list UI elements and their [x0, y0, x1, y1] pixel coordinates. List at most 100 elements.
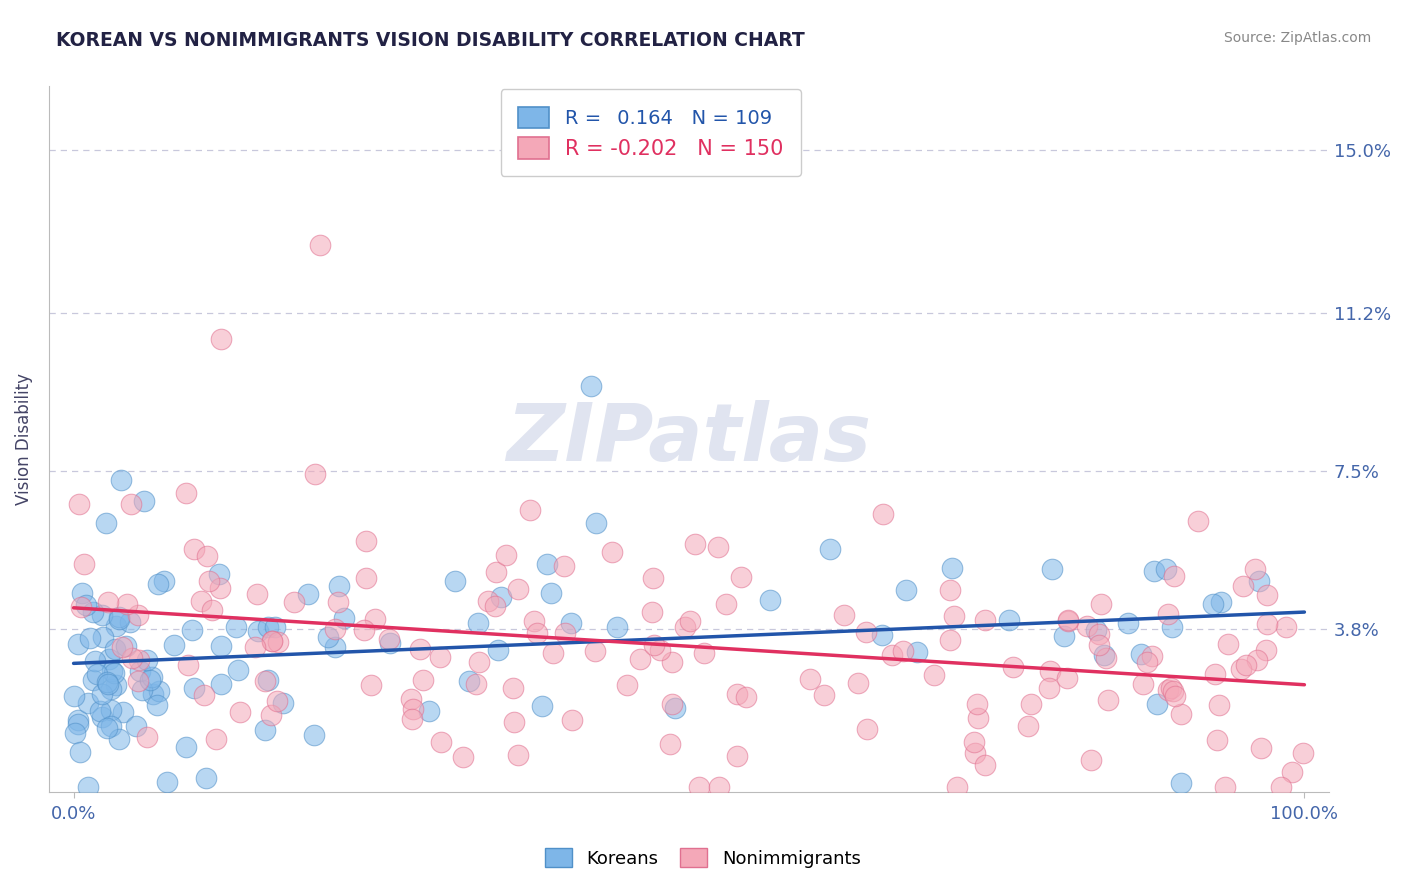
Point: [226, 663, 249, 677]
Point: [86, 667, 108, 681]
Point: [91, 631, 114, 645]
Point: [1234, 657, 1257, 672]
Point: [1142, 649, 1164, 664]
Point: [536, 558, 558, 572]
Point: [818, 542, 841, 557]
Point: [201, 603, 224, 617]
Point: [855, 624, 877, 639]
Point: [585, 516, 607, 530]
Point: [894, 582, 917, 597]
Point: [127, 673, 149, 688]
Point: [131, 682, 153, 697]
Point: [905, 645, 928, 659]
Point: [1038, 681, 1060, 696]
Point: [1201, 597, 1223, 611]
Point: [1087, 638, 1109, 652]
Point: [1275, 620, 1298, 634]
Point: [870, 628, 893, 642]
Point: [1056, 671, 1078, 685]
Point: [430, 735, 453, 749]
Point: [67, 716, 90, 731]
Point: [364, 612, 387, 626]
Point: [100, 681, 122, 696]
Point: [243, 640, 266, 654]
Point: [208, 582, 231, 596]
Point: [1161, 684, 1184, 698]
Point: [495, 548, 517, 562]
Point: [974, 613, 997, 627]
Point: [799, 672, 821, 686]
Point: [523, 614, 546, 628]
Point: [333, 610, 356, 624]
Point: [174, 740, 197, 755]
Point: [156, 775, 179, 789]
Point: [658, 737, 681, 751]
Point: [1146, 697, 1168, 711]
Point: [1097, 693, 1119, 707]
Point: [489, 590, 512, 604]
Point: [246, 586, 269, 600]
Point: [1129, 647, 1152, 661]
Point: [872, 507, 894, 521]
Point: [253, 723, 276, 738]
Point: [922, 668, 945, 682]
Point: [76, 780, 98, 795]
Legend: R =  0.164   N = 109, R = -0.202   N = 150: R = 0.164 N = 109, R = -0.202 N = 150: [501, 89, 800, 176]
Point: [641, 605, 664, 619]
Point: [124, 718, 146, 732]
Point: [628, 652, 651, 666]
Point: [1090, 597, 1112, 611]
Point: [506, 747, 529, 762]
Point: [1170, 776, 1192, 790]
Point: [946, 780, 969, 795]
Point: [176, 657, 198, 672]
Point: [97, 677, 120, 691]
Point: [1001, 660, 1024, 674]
Point: [304, 467, 326, 482]
Point: [1019, 697, 1042, 711]
Point: [526, 626, 548, 640]
Point: [360, 678, 382, 692]
Point: [675, 620, 697, 634]
Point: [1160, 681, 1182, 695]
Point: [145, 698, 167, 712]
Point: [96, 516, 118, 530]
Point: [966, 698, 988, 712]
Point: [939, 632, 962, 647]
Point: [82, 673, 104, 688]
Point: [323, 623, 346, 637]
Point: [69, 600, 91, 615]
Point: [679, 615, 702, 629]
Point: [583, 643, 606, 657]
Point: [1246, 653, 1268, 667]
Point: [486, 643, 509, 657]
Point: [89, 705, 111, 719]
Point: [120, 615, 142, 630]
Point: [1143, 564, 1166, 578]
Point: [183, 541, 205, 556]
Point: [1244, 562, 1267, 576]
Text: KOREAN VS NONIMMIGRANTS VISION DISABILITY CORRELATION CHART: KOREAN VS NONIMMIGRANTS VISION DISABILIT…: [56, 31, 806, 50]
Point: [67, 713, 90, 727]
Point: [211, 677, 233, 691]
Point: [378, 632, 401, 646]
Point: [72, 586, 94, 600]
Point: [1270, 780, 1292, 795]
Point: [1136, 656, 1159, 670]
Point: [356, 533, 378, 548]
Point: [1076, 619, 1098, 633]
Point: [967, 711, 990, 725]
Point: [1204, 666, 1226, 681]
Point: [553, 558, 575, 573]
Point: [880, 648, 903, 662]
Point: [193, 689, 215, 703]
Point: [616, 678, 638, 692]
Point: [253, 674, 276, 689]
Point: [707, 780, 730, 795]
Point: [1161, 620, 1184, 634]
Point: [1254, 642, 1277, 657]
Point: [180, 623, 202, 637]
Point: [1163, 569, 1185, 583]
Point: [1170, 707, 1192, 722]
Point: [941, 561, 963, 575]
